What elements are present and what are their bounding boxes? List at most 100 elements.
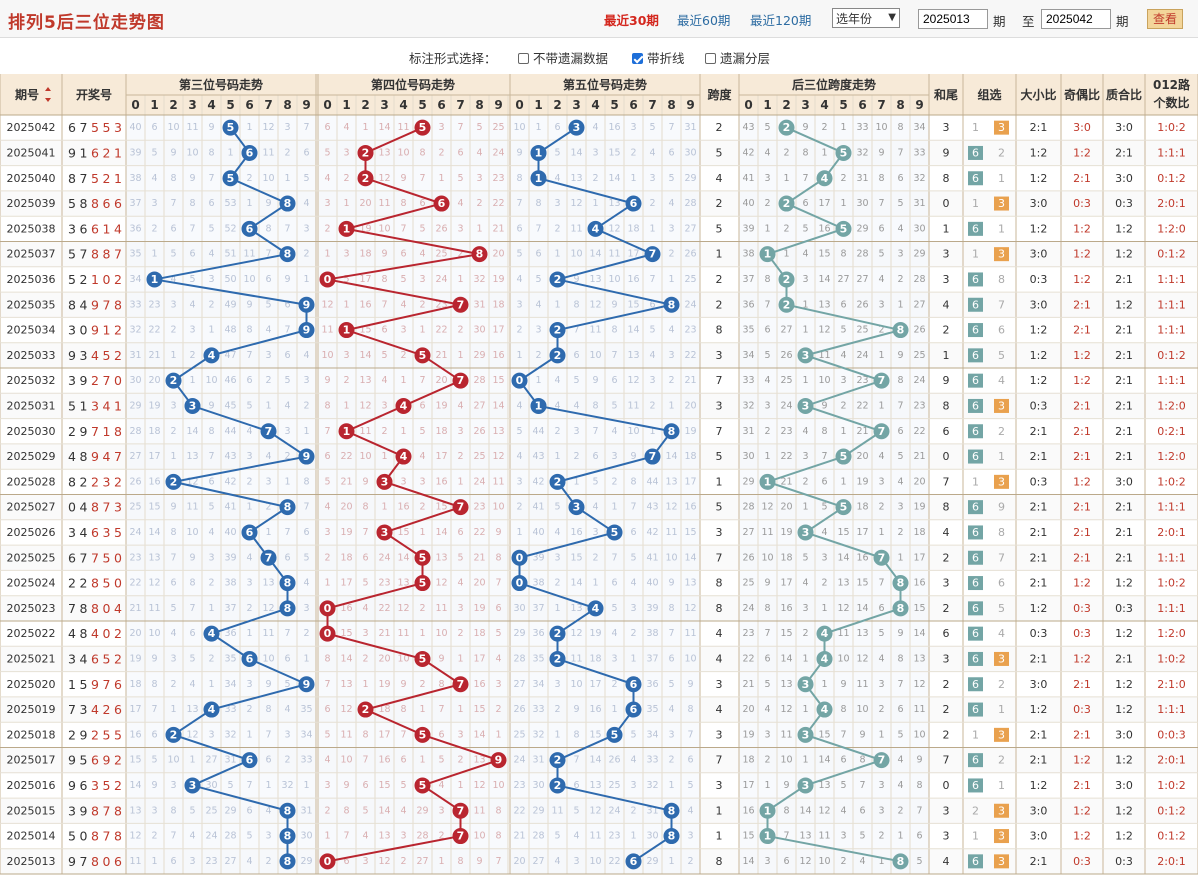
big-small-cell: 1:2 <box>1030 172 1048 185</box>
pos4-omission: 1 <box>400 426 406 437</box>
span-cell: 5 <box>716 146 723 159</box>
draw-digit: 7 <box>91 550 99 565</box>
span-ball-label: 1 <box>764 830 772 843</box>
big-small-cell: 2:1 <box>1030 754 1048 767</box>
pos5-omission: 7 <box>592 426 598 437</box>
span-omission: 27 <box>856 274 868 285</box>
pos5-omission: 25 <box>684 274 696 285</box>
header-digit: 9 <box>494 98 502 112</box>
header-digit: 3 <box>380 98 388 112</box>
issue-cell: 2025021 <box>7 652 56 665</box>
prime-cell: 1:2 <box>1115 298 1133 311</box>
pos4-omission: 8 <box>419 147 425 158</box>
pos3-omission: 2 <box>284 147 290 158</box>
sum-tail-cell: 2 <box>943 678 950 691</box>
pos4-omission: 10 <box>492 780 504 791</box>
checkbox-polyline[interactable] <box>632 53 643 64</box>
pos5-omission: 30 <box>532 780 544 791</box>
span-omission: 18 <box>780 552 792 563</box>
pos4-omission: 3 <box>381 400 387 411</box>
pos5-ball <box>530 397 547 414</box>
issue-cell: 2025016 <box>7 779 56 792</box>
pos3-omission: 4 <box>265 325 271 336</box>
group6-badge <box>968 601 983 616</box>
end-issue-input[interactable] <box>1041 9 1111 29</box>
pos4-ball <box>414 575 431 592</box>
pos3-omission: 7 <box>246 350 252 361</box>
pos4-ball-label: 5 <box>419 652 427 665</box>
span-ball <box>759 473 776 490</box>
pos5-omission: 3 <box>554 198 560 209</box>
pos3-omission: 50 <box>224 274 236 285</box>
pos3-omission: 35 <box>224 653 236 664</box>
pos4-omission: 11 <box>473 805 485 816</box>
span-omission: 2 <box>821 578 827 589</box>
pos3-omission: 34 <box>300 729 312 740</box>
prime-cell: 2:1 <box>1115 349 1133 362</box>
group3-label: 6 <box>998 324 1005 337</box>
option-polyline[interactable]: 带折线 <box>632 48 685 67</box>
big-small-cell: 0:3 <box>1030 475 1048 488</box>
group6-label: 6 <box>972 222 979 235</box>
draw-digit: 5 <box>68 272 76 287</box>
pos3-omission: 4 <box>284 704 290 715</box>
draw-digit: 3 <box>80 348 88 363</box>
checkbox-omission-layer[interactable] <box>705 53 716 64</box>
span-omission: 3 <box>878 299 884 310</box>
pos3-omission: 12 <box>148 578 160 589</box>
pos4-omission: 5 <box>324 147 330 158</box>
pos4-omission: 7 <box>495 578 501 589</box>
pos3-omission: 1 <box>303 780 309 791</box>
pos5-omission: 4 <box>516 274 522 285</box>
pos5-omission: 3 <box>516 299 522 310</box>
draw-digit: 9 <box>80 727 88 742</box>
span-omission: 1 <box>897 831 903 842</box>
pos5-omission: 9 <box>630 451 636 462</box>
r012-cell: 1:1:1 <box>1157 324 1185 337</box>
pos4-omission: 3 <box>343 350 349 361</box>
group6-badge <box>968 297 983 312</box>
pos3-omission: 11 <box>186 502 198 513</box>
draw-digit: 6 <box>114 677 122 692</box>
pos3-omission: 8 <box>151 679 157 690</box>
query-button[interactable]: 查看 <box>1147 9 1183 29</box>
pos4-omission: 7 <box>362 527 368 538</box>
pos3-ball <box>298 676 315 693</box>
draw-digit: 0 <box>103 601 111 616</box>
pos4-omission: 10 <box>359 451 371 462</box>
span-omission: 28 <box>856 249 868 260</box>
start-issue-input[interactable] <box>918 9 988 29</box>
header-issue: 期号 <box>15 87 39 102</box>
pos5-omission: 11 <box>665 527 677 538</box>
span-omission: 1 <box>897 299 903 310</box>
pos5-omission: 12 <box>589 805 601 816</box>
pos4-omission: 28 <box>416 831 428 842</box>
pos4-omission: 2 <box>457 451 463 462</box>
big-small-cell: 2:1 <box>1030 652 1048 665</box>
pos3-omission: 3 <box>208 552 214 563</box>
year-select[interactable]: 选年份 ▼ <box>832 8 900 28</box>
pos4-omission: 2 <box>438 831 444 842</box>
nav-recent-30[interactable]: 最近30期 <box>604 13 659 28</box>
draw-digit: 9 <box>103 753 111 768</box>
checkbox-no-omission[interactable] <box>518 53 529 64</box>
group6-badge <box>968 424 983 439</box>
span-omission: 12 <box>780 704 792 715</box>
pos4-ball-label: 7 <box>457 298 465 311</box>
pos4-ball <box>338 322 355 339</box>
span-omission: 16 <box>856 552 868 563</box>
pos4-omission: 2 <box>400 350 406 361</box>
pos3-omission: 6 <box>284 653 290 664</box>
sum-tail-cell: 1 <box>943 222 950 235</box>
span-omission: 21 <box>913 451 925 462</box>
pos5-omission: 3 <box>630 603 636 614</box>
pos4-omission: 2 <box>419 299 425 310</box>
pos5-omission: 5 <box>573 375 579 386</box>
span-omission: 7 <box>916 805 922 816</box>
span-omission: 3 <box>840 831 846 842</box>
option-omission-layer[interactable]: 遗漏分层 <box>705 48 770 67</box>
option-no-omission[interactable]: 不带遗漏数据 <box>518 48 608 67</box>
nav-recent-120[interactable]: 最近120期 <box>750 13 812 28</box>
pos3-omission: 9 <box>208 122 214 133</box>
nav-recent-60[interactable]: 最近60期 <box>677 13 731 28</box>
